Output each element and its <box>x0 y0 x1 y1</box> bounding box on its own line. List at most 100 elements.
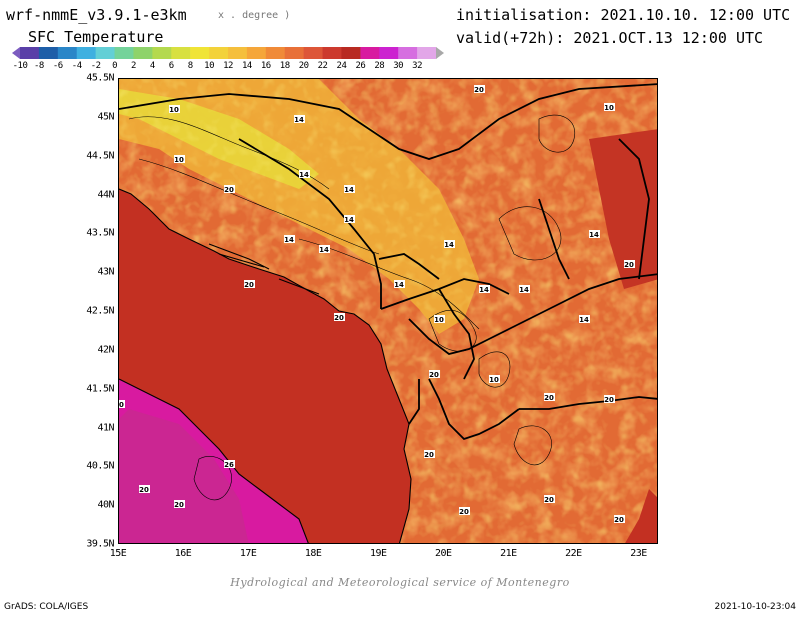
colorbar-swatch <box>228 47 248 59</box>
colorbar-tick: -2 <box>90 61 101 71</box>
contour-label: 20 <box>119 401 124 409</box>
colorbar-tick: 30 <box>393 61 404 71</box>
contour-label: 14 <box>284 236 294 244</box>
latitude-tick: 41.5N <box>86 383 114 395</box>
model-unit: x . degree ) <box>218 10 291 21</box>
contour-label: 14 <box>479 286 489 294</box>
longitude-tick: 18E <box>304 548 322 559</box>
colorbar-swatch <box>76 47 97 59</box>
contour-label: 20 <box>224 186 234 194</box>
contour-label-bg <box>544 495 555 503</box>
colorbar-tick: -8 <box>33 61 44 71</box>
colorbar-swatch <box>303 47 324 59</box>
contour-label: 20 <box>624 261 634 269</box>
map-panel: 10 10 10 10 10 14 14 14 14 14 14 14 14 14 14 14 14 20 20 20… <box>118 78 658 544</box>
variable-title: SFC Temperature <box>28 28 164 46</box>
contour-label: 20 <box>544 394 554 402</box>
contour-label: 14 <box>444 241 454 249</box>
contour-label-bg <box>489 375 500 383</box>
valid-time: valid(+72h): 2021.OCT.13 12:00 UTC <box>456 29 764 47</box>
credit-text: Hydrological and Meteorological service … <box>230 576 570 589</box>
colorbar-tick: 26 <box>355 61 366 71</box>
contour-label-bg <box>579 315 590 323</box>
colorbar-tick: 18 <box>279 61 290 71</box>
colorbar-tick: 14 <box>241 61 252 71</box>
contour-label: 10 <box>174 156 184 164</box>
contour-label: 14 <box>299 171 309 179</box>
latitude-tick: 42N <box>97 344 114 356</box>
contour-label-bg <box>479 285 490 293</box>
contour-label-bg <box>519 285 530 293</box>
contour-label-bg <box>444 240 455 248</box>
latitude-tick: 40.5N <box>86 460 114 472</box>
colorbar-tick: 24 <box>336 61 347 71</box>
contour-label: 14 <box>394 281 404 289</box>
colorbar-swatch <box>398 47 418 59</box>
contour-label: 20 <box>334 314 344 322</box>
contour-label: 20 <box>614 516 624 524</box>
contour-label: 20 <box>544 496 554 504</box>
longitude-tick: 23E <box>630 548 647 559</box>
contour-label: 20 <box>244 281 254 289</box>
colorbar-swatch <box>341 47 361 59</box>
contour-label: 14 <box>519 286 529 294</box>
contour-label-bg <box>459 507 470 515</box>
contour-label-bg <box>224 185 235 193</box>
colorbar-swatch <box>360 47 380 59</box>
contour-label-bg <box>624 260 635 268</box>
longitude-tick: 22E <box>565 548 582 559</box>
colorbar-swatch <box>57 47 78 59</box>
colorbar-swatch <box>322 47 342 59</box>
contour-label-bg <box>544 393 555 401</box>
colorbar-swatch <box>38 47 59 59</box>
contour-label: 10 <box>604 104 614 112</box>
latitude-tick: 43.5N <box>86 227 114 239</box>
colorbar-swatch <box>95 47 116 59</box>
colorbar-tick: -6 <box>52 61 63 71</box>
colorbar-swatch <box>12 47 20 59</box>
contour-label-bg <box>614 515 625 523</box>
latitude-tick: 44.5N <box>86 150 114 162</box>
colorbar-tick: 16 <box>260 61 271 71</box>
colorbar-swatch <box>436 47 444 59</box>
country-borders <box>119 83 657 441</box>
software-label: GrADS: COLA/IGES <box>4 602 89 612</box>
italy-warm-land <box>119 409 249 543</box>
contour-label: 20 <box>174 501 184 509</box>
contour-label: 20 <box>459 508 469 516</box>
contour-label-bg <box>224 460 235 468</box>
contour-label-bg <box>334 313 345 321</box>
colorbar-swatch <box>417 47 437 59</box>
contour-label: 14 <box>344 186 354 194</box>
contour-label-bg <box>294 115 305 123</box>
latitude-tick: 43N <box>97 266 114 278</box>
longitude-tick: 19E <box>369 548 387 559</box>
coastline-paths <box>119 188 412 543</box>
contour-label-bg <box>169 105 180 113</box>
east-warm-region <box>589 129 657 289</box>
longitude-tick: 21E <box>500 548 517 559</box>
contour-label: 14 <box>579 316 589 324</box>
contour-label: 20 <box>429 371 439 379</box>
contour-label-bg <box>589 230 600 238</box>
longitude-tick: 16E <box>174 548 192 559</box>
contour-label-bg <box>434 315 445 323</box>
longitude-tick: 15E <box>109 548 127 559</box>
colorbar-swatch <box>20 47 40 59</box>
latitude-tick: 44N <box>97 189 114 200</box>
latitude-tick: 39.5N <box>86 538 114 550</box>
contour-label: 10 <box>434 316 444 324</box>
longitude-tick: 17E <box>239 548 257 559</box>
colorbar-tick: 22 <box>317 61 328 71</box>
colorbar-tick: 28 <box>374 61 385 71</box>
colorbar-tick: 4 <box>149 61 155 71</box>
contour-label: 14 <box>589 231 599 239</box>
contour-label: 20 <box>139 486 149 494</box>
latitude-tick: 45.5N <box>86 72 114 84</box>
contour-label-bg <box>429 370 440 378</box>
contour-label-bg <box>119 400 125 408</box>
latitude-tick: 41N <box>97 422 114 433</box>
contour-label: 10 <box>169 106 179 114</box>
contour-label: 10 <box>489 376 499 384</box>
contour-label: 20 <box>604 396 614 404</box>
